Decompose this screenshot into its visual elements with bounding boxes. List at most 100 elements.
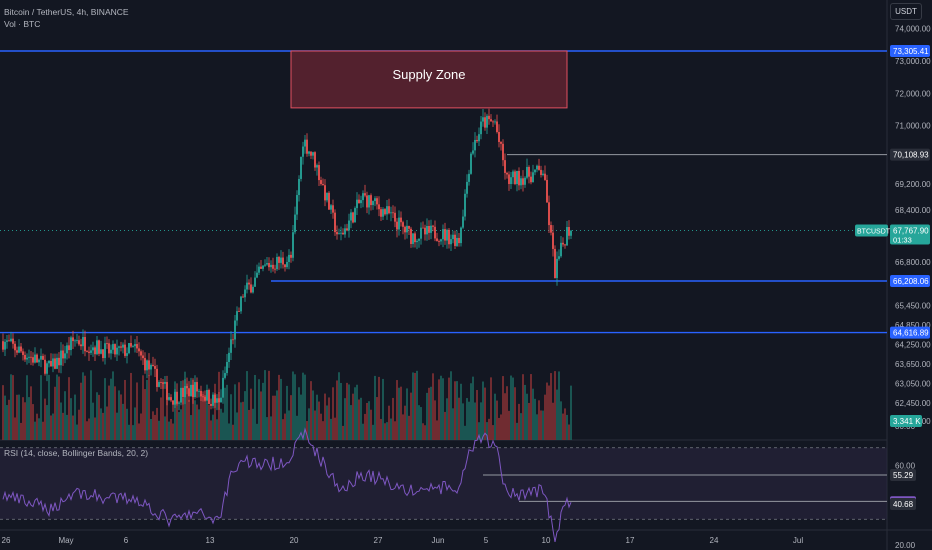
volume-bar bbox=[542, 410, 544, 440]
candle-body bbox=[508, 174, 510, 185]
candle-body bbox=[34, 354, 36, 363]
volume-bar bbox=[212, 414, 214, 440]
candle-body bbox=[384, 209, 386, 215]
volume-bar bbox=[302, 372, 304, 440]
candle-body bbox=[306, 139, 308, 154]
volume-bar bbox=[222, 412, 224, 440]
candle-body bbox=[70, 337, 72, 351]
volume-bar bbox=[496, 400, 498, 440]
volume-bar bbox=[490, 377, 492, 440]
volume-bar bbox=[284, 413, 286, 440]
symbol-title[interactable]: Bitcoin / TetherUS, 4h, BINANCE bbox=[4, 7, 129, 17]
volume-bar bbox=[152, 411, 154, 440]
volume-bar bbox=[192, 378, 194, 440]
volume-bar bbox=[298, 387, 300, 440]
candle-body bbox=[184, 386, 186, 398]
candle-body bbox=[42, 355, 44, 360]
candle-body bbox=[276, 256, 278, 270]
candle-body bbox=[258, 266, 260, 273]
volume-bar bbox=[488, 418, 490, 440]
candle-body bbox=[544, 173, 546, 180]
volume-legend: Vol · BTC bbox=[4, 19, 41, 29]
volume-bar bbox=[438, 379, 440, 440]
candle-body bbox=[24, 354, 26, 360]
candle-body bbox=[194, 382, 196, 398]
volume-bar bbox=[430, 386, 432, 440]
candle-body bbox=[2, 341, 4, 350]
rsi-line bbox=[2, 427, 572, 542]
candle-body bbox=[158, 382, 160, 387]
candle-body bbox=[32, 357, 34, 363]
rsi-band-fill bbox=[0, 447, 887, 520]
volume-bar bbox=[238, 382, 240, 440]
candle-body bbox=[178, 402, 180, 404]
candle-body bbox=[326, 192, 328, 201]
volume-bar bbox=[188, 399, 190, 440]
volume-bar bbox=[468, 401, 470, 440]
candle-body bbox=[380, 209, 382, 217]
volume-bar bbox=[562, 413, 564, 440]
volume-bar bbox=[184, 371, 186, 440]
y-tick-label: 69,200.00 bbox=[895, 180, 931, 189]
y-tick-label: 64,250.00 bbox=[895, 340, 931, 349]
volume-bar bbox=[50, 415, 52, 440]
candle-body bbox=[160, 382, 162, 383]
candle-body bbox=[100, 349, 102, 354]
volume-bar bbox=[204, 390, 206, 440]
volume-bar bbox=[446, 398, 448, 440]
volume-bar bbox=[74, 394, 76, 440]
volume-bar bbox=[546, 382, 548, 440]
volume-bar bbox=[402, 414, 404, 440]
candle-body bbox=[10, 338, 12, 342]
candle-body bbox=[144, 358, 146, 371]
candle-body bbox=[542, 173, 544, 175]
volume-bar bbox=[62, 412, 64, 440]
candle-body bbox=[568, 227, 570, 236]
currency-button[interactable]: USDT bbox=[890, 3, 922, 20]
candle-body bbox=[450, 239, 452, 245]
candle-body bbox=[14, 343, 16, 351]
candle-body bbox=[322, 184, 324, 186]
x-tick-label: 5 bbox=[484, 536, 489, 545]
candle-body bbox=[316, 165, 318, 168]
candle-body bbox=[168, 397, 170, 400]
candle-body bbox=[528, 166, 530, 177]
candle-body bbox=[102, 349, 104, 359]
candle-body bbox=[522, 178, 524, 185]
candle-body bbox=[458, 237, 460, 244]
rsi-label-box bbox=[890, 498, 916, 510]
candle-body bbox=[68, 345, 70, 351]
volume-bar bbox=[6, 405, 8, 440]
volume-bar bbox=[198, 409, 200, 440]
candle-body bbox=[154, 366, 156, 369]
volume-bar bbox=[568, 424, 570, 440]
volume-bar bbox=[20, 422, 22, 440]
candle-body bbox=[156, 368, 158, 387]
candle-body bbox=[470, 153, 472, 174]
candle-body bbox=[356, 199, 358, 209]
candle-body bbox=[220, 397, 222, 403]
supply-zone: Supply Zone bbox=[290, 50, 568, 109]
candle-body bbox=[406, 225, 408, 233]
candle-body bbox=[334, 212, 336, 233]
volume-bar bbox=[52, 413, 54, 440]
y-tick-label: 71,000.00 bbox=[895, 122, 931, 131]
volume-bar bbox=[500, 414, 502, 440]
volume-bar bbox=[226, 384, 228, 440]
volume-bar bbox=[68, 377, 70, 440]
volume-bar bbox=[38, 418, 40, 440]
volume-bar bbox=[40, 375, 42, 440]
candle-body bbox=[484, 117, 486, 128]
volume-label-text: 3.341 K bbox=[893, 417, 921, 426]
candle-body bbox=[54, 358, 56, 369]
price-label-box bbox=[890, 275, 930, 287]
volume-bar bbox=[26, 375, 28, 440]
volume-bar bbox=[24, 402, 26, 440]
volume-bar bbox=[232, 424, 234, 440]
rsi-label-text: 40.68 bbox=[893, 500, 914, 509]
candle-body bbox=[238, 311, 240, 312]
volume-bar bbox=[224, 387, 226, 440]
volume-bar bbox=[158, 420, 160, 440]
volume-bar bbox=[128, 424, 130, 440]
